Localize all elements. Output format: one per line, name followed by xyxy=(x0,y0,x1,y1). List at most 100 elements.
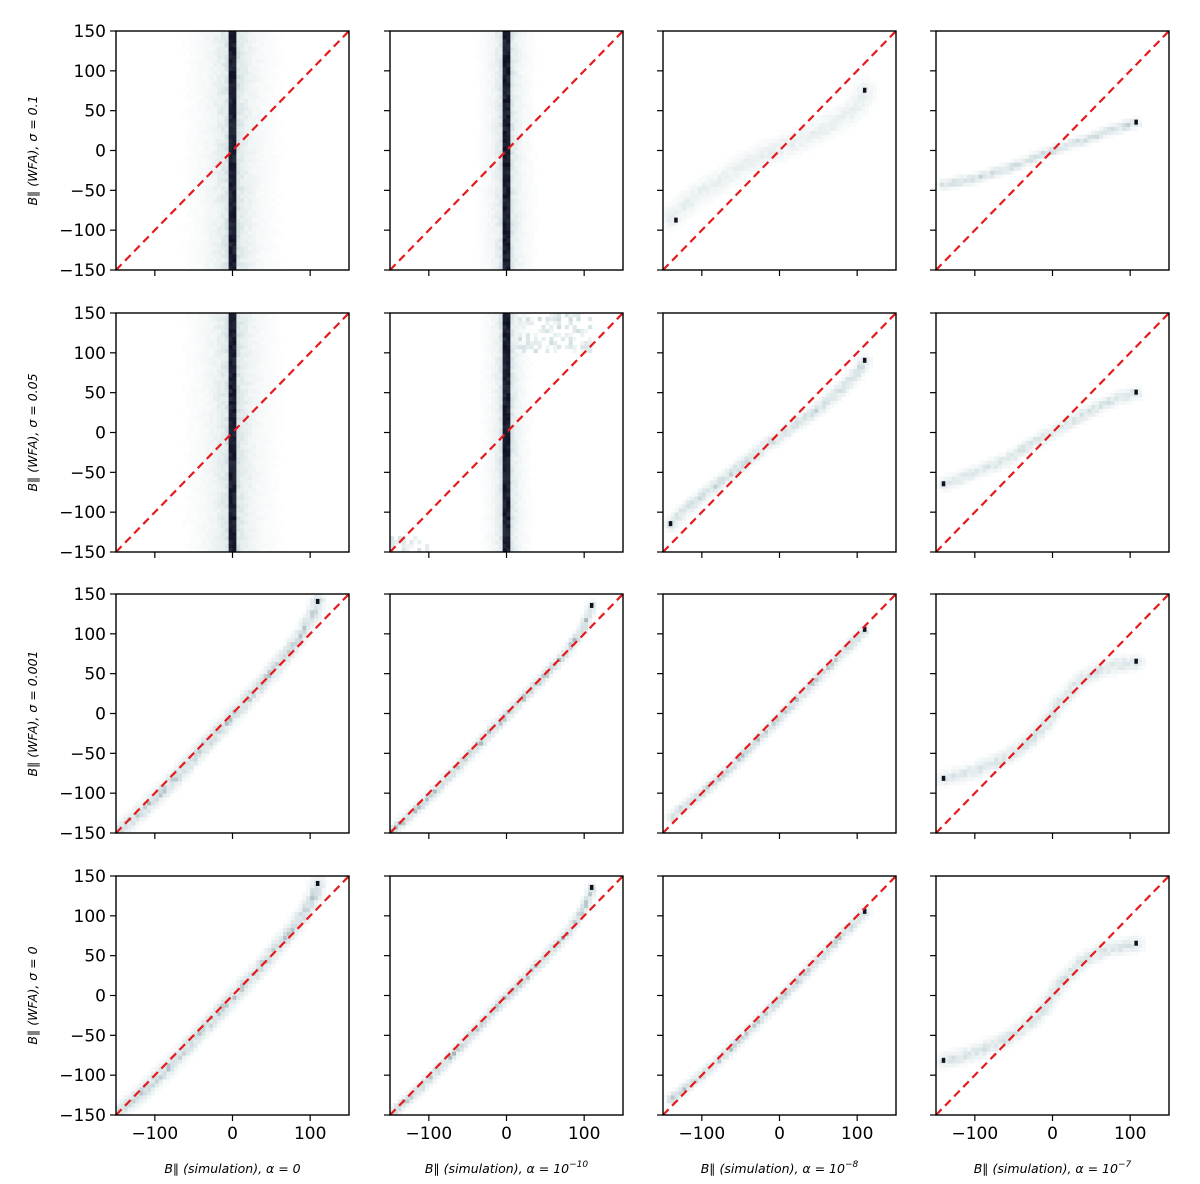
heatmap-bin xyxy=(479,118,484,123)
heatmap-bin xyxy=(818,130,823,135)
heatmap-bin xyxy=(189,432,194,437)
heatmap-bin xyxy=(201,42,206,48)
heatmap-bin xyxy=(255,320,260,326)
heatmap-bin xyxy=(1071,138,1077,143)
heatmap-bin xyxy=(197,548,202,553)
heatmap-bin xyxy=(502,364,507,370)
heatmap-bin xyxy=(868,98,873,103)
heatmap-bin xyxy=(864,102,870,107)
heatmap-bin xyxy=(955,186,960,191)
heatmap-bin xyxy=(263,472,268,477)
heatmap-bin xyxy=(255,416,260,421)
heatmap-bin xyxy=(490,66,496,72)
heatmap-bin xyxy=(197,340,202,346)
heatmap-bin xyxy=(736,174,741,179)
heatmap-bin xyxy=(502,170,507,175)
heatmap-bin xyxy=(1126,126,1131,131)
heatmap-bin xyxy=(271,214,276,219)
heatmap-bin xyxy=(251,472,257,477)
heatmap-bin xyxy=(197,242,202,247)
heatmap-bin xyxy=(779,154,784,159)
heatmap-bin xyxy=(220,182,226,187)
heatmap-bin xyxy=(213,313,218,318)
heatmap-bin xyxy=(205,316,210,322)
heatmap-bin xyxy=(255,78,260,84)
heatmap-bin xyxy=(263,400,268,405)
heatmap-bin xyxy=(483,234,488,239)
heatmap-bin xyxy=(213,134,218,139)
heatmap-bin xyxy=(224,230,229,235)
heatmap-bin xyxy=(522,126,527,131)
heatmap-bin xyxy=(990,174,995,179)
heatmap-bin xyxy=(244,126,249,131)
heatmap-bin xyxy=(756,158,761,163)
heatmap-bin xyxy=(487,118,492,123)
heatmap-bin xyxy=(494,508,500,513)
heatmap-bin xyxy=(494,524,500,529)
heatmap-bin xyxy=(525,70,531,76)
heatmap-bin xyxy=(483,206,488,211)
heatmap-bin xyxy=(205,368,210,374)
heatmap-bin xyxy=(275,524,280,529)
heatmap-bin xyxy=(514,38,519,44)
heatmap-bin xyxy=(490,42,496,48)
heatmap-bin xyxy=(529,194,534,199)
heatmap-bin xyxy=(498,90,503,96)
heatmap-bin xyxy=(271,38,276,44)
heatmap-bin xyxy=(251,130,257,135)
heatmap-bin xyxy=(487,324,492,330)
heatmap-bin xyxy=(228,428,233,433)
heatmap-bin xyxy=(849,102,854,107)
heatmap-bin xyxy=(244,198,249,203)
heatmap-bin xyxy=(189,348,194,354)
heatmap-bin xyxy=(271,384,276,389)
heatmap-bin xyxy=(224,78,229,84)
heatmap-bin xyxy=(678,202,683,207)
heatmap-bin xyxy=(209,524,214,529)
heatmap-bin xyxy=(193,436,198,441)
heatmap-bin xyxy=(275,178,280,183)
heatmap-bin xyxy=(228,384,233,389)
heatmap-bin xyxy=(475,110,480,115)
heatmap-bin xyxy=(690,182,695,187)
heatmap-bin xyxy=(267,372,272,378)
heatmap-bin xyxy=(251,544,257,549)
heatmap-bin xyxy=(213,262,218,267)
heatmap-bin xyxy=(244,408,249,413)
heatmap-bin xyxy=(240,174,245,179)
panel-r1-c3 xyxy=(657,30,897,276)
heatmap-bin xyxy=(490,198,496,203)
heatmap-bin xyxy=(267,416,272,421)
heatmap-bin xyxy=(193,186,198,191)
heatmap-bin xyxy=(244,520,249,525)
heatmap-bin xyxy=(479,58,484,64)
heatmap-bin xyxy=(506,496,511,501)
heatmap-bin xyxy=(209,544,214,549)
heatmap-bin xyxy=(197,38,202,44)
heatmap-bin xyxy=(498,364,503,370)
heatmap-bin xyxy=(205,344,210,350)
heatmap-bin xyxy=(494,384,500,389)
heatmap-bin xyxy=(506,460,511,465)
heatmap-bin xyxy=(736,162,741,167)
heatmap-bin xyxy=(271,436,276,441)
heatmap-bin xyxy=(201,324,206,330)
heatmap-bin xyxy=(483,532,488,537)
heatmap-bin xyxy=(220,170,226,175)
y-tick-label: 0 xyxy=(95,142,106,162)
heatmap-bin xyxy=(216,202,222,207)
heatmap-bin xyxy=(533,126,538,131)
heatmap-bin xyxy=(259,58,264,64)
heatmap-bin xyxy=(267,524,272,529)
heatmap-bin xyxy=(185,313,191,318)
heatmap-bin xyxy=(275,50,280,56)
heatmap-bin xyxy=(205,246,210,251)
heatmap-bin xyxy=(193,166,198,171)
heatmap-bin xyxy=(390,536,395,541)
heatmap-bin xyxy=(498,464,503,469)
heatmap-bin xyxy=(189,420,194,425)
heatmap-bin xyxy=(498,150,503,155)
heatmap-bin xyxy=(740,166,745,171)
heatmap-bin xyxy=(248,460,253,465)
heatmap-bin xyxy=(213,198,218,203)
